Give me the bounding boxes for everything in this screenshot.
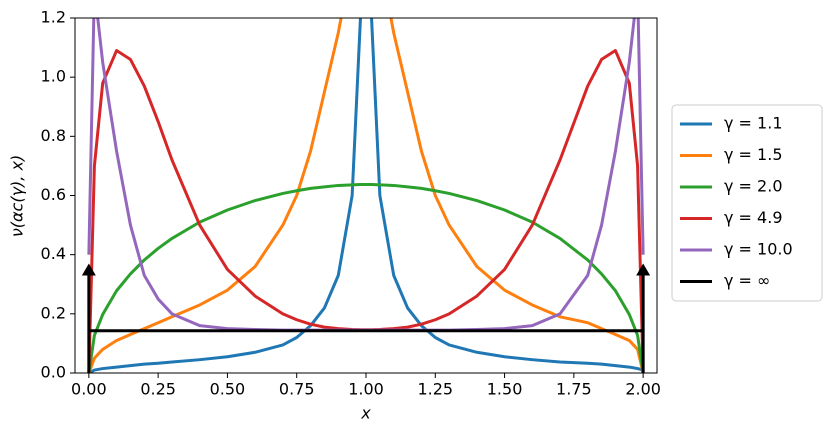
series-line bbox=[88, 18, 644, 373]
x-tick-label: 0.00 bbox=[71, 380, 107, 399]
legend-label: γ = ∞ bbox=[724, 271, 770, 290]
x-tick-label: 1.50 bbox=[487, 380, 523, 399]
x-tick-label: 1.25 bbox=[417, 380, 453, 399]
y-tick-label: 1.0 bbox=[41, 67, 66, 86]
x-tick-label: 0.25 bbox=[140, 380, 176, 399]
x-axis-label: x bbox=[360, 404, 371, 423]
y-tick-label: 0.6 bbox=[41, 185, 66, 204]
legend-label: γ = 1.1 bbox=[724, 114, 783, 133]
legend-label: γ = 1.5 bbox=[724, 145, 783, 164]
legend-label: γ = 2.0 bbox=[724, 177, 783, 196]
y-tick-label: 0.0 bbox=[41, 363, 66, 382]
series-line bbox=[87, 18, 645, 373]
y-tick-label: 1.2 bbox=[41, 8, 66, 27]
plot-frame bbox=[74, 17, 658, 374]
x-tick-label: 0.50 bbox=[210, 380, 246, 399]
x-tick-label: 2.00 bbox=[625, 380, 661, 399]
y-tick-label: 0.4 bbox=[41, 244, 66, 263]
delta-arrow-head bbox=[81, 263, 96, 276]
delta-arrow-head bbox=[636, 263, 651, 276]
x-tick-label: 0.75 bbox=[279, 380, 315, 399]
series-line bbox=[87, 183, 645, 373]
x-tick-label: 1.75 bbox=[556, 380, 592, 399]
y-tick-label: 0.8 bbox=[41, 126, 66, 145]
legend-label: γ = 10.0 bbox=[724, 240, 793, 259]
plot-area bbox=[81, 18, 651, 373]
y-axis-label: ν(αc(γ), x) bbox=[8, 155, 27, 237]
x-tick-label: 1.00 bbox=[348, 380, 384, 399]
legend-label: γ = 4.9 bbox=[724, 208, 783, 227]
y-tick-label: 0.2 bbox=[41, 303, 66, 322]
